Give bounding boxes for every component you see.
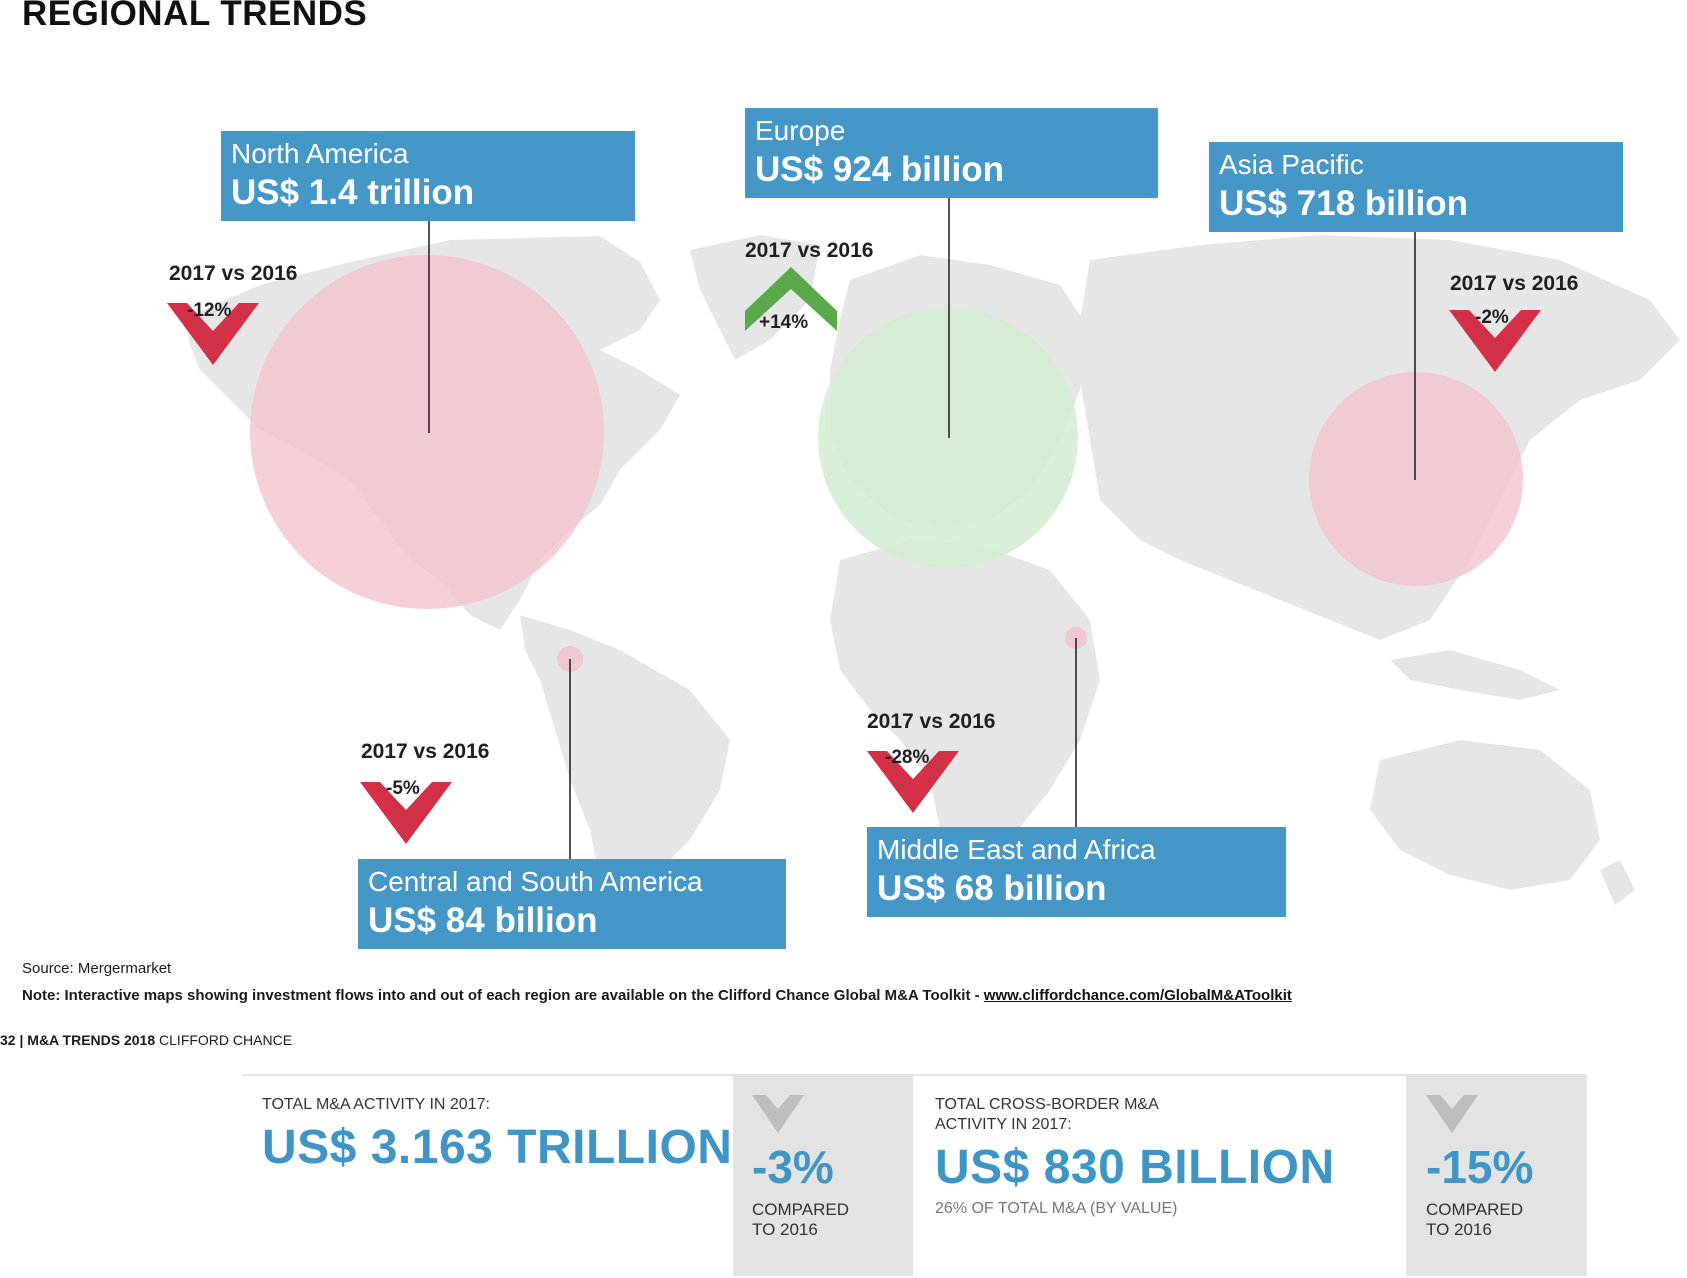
note-text: Note: Interactive maps showing investmen… xyxy=(22,987,1292,1004)
region-value: US$ 924 billion xyxy=(755,150,1004,189)
publication-name: M&A TRENDS 2018 xyxy=(27,1032,156,1048)
change-middle-east-africa: -28% xyxy=(885,747,930,768)
stats-band xyxy=(242,1074,1587,1278)
source-text: Source: Mergermarket xyxy=(22,960,172,977)
change-north-america: -12% xyxy=(187,300,232,321)
landmass-south-america xyxy=(520,615,730,905)
stat-change-total: -3% xyxy=(752,1141,834,1193)
change-central-south-america: -5% xyxy=(386,778,420,799)
chevron-down-icon xyxy=(360,782,452,844)
region-box-asia-pacific: Asia Pacific US$ 718 billion xyxy=(1209,142,1623,232)
compared-line: COMPARED xyxy=(752,1200,849,1219)
note-body: Note: Interactive maps showing investmen… xyxy=(22,987,984,1004)
region-name: North America xyxy=(231,138,409,169)
region-value: US$ 68 billion xyxy=(877,869,1107,908)
region-name: Central and South America xyxy=(368,866,703,897)
landmass-new-zealand xyxy=(1600,860,1635,905)
chevron-down-icon xyxy=(752,1095,804,1133)
compared-line: TO 2016 xyxy=(1426,1220,1492,1239)
stat-change-cross-border: -15% xyxy=(1426,1141,1534,1193)
region-box-middle-east-africa: Middle East and Africa US$ 68 billion xyxy=(867,827,1286,917)
comparison-label-central-south-america: 2017 vs 2016 xyxy=(361,740,490,763)
compared-line: COMPARED xyxy=(1426,1200,1523,1219)
toolkit-link[interactable]: www.cliffordchance.com/GlobalM&AToolkit xyxy=(983,987,1292,1004)
comparison-label-middle-east-africa: 2017 vs 2016 xyxy=(867,710,996,733)
stat-label-line: TOTAL CROSS-BORDER M&A xyxy=(935,1096,1159,1113)
stat-compared-total: COMPARED TO 2016 xyxy=(752,1200,849,1240)
region-name: Middle East and Africa xyxy=(877,834,1156,865)
landmass-greenland xyxy=(690,235,820,360)
region-name: Asia Pacific xyxy=(1219,149,1364,180)
chevron-down-icon xyxy=(167,303,259,365)
change-asia-pacific: -2% xyxy=(1475,307,1509,328)
compared-line: TO 2016 xyxy=(752,1220,818,1239)
landmass-indonesia xyxy=(1390,650,1560,700)
bubble-asia-pacific xyxy=(1309,372,1523,586)
bubble-europe xyxy=(818,308,1078,568)
region-value: US$ 1.4 trillion xyxy=(231,173,475,212)
chevron-up-icon xyxy=(745,267,837,331)
company-name: CLIFFORD CHANCE xyxy=(159,1032,293,1048)
stat-compared-cross-border: COMPARED TO 2016 xyxy=(1426,1200,1523,1240)
comparison-label-europe: 2017 vs 2016 xyxy=(745,239,874,262)
stat-value-cross-border: US$ 830 BILLION xyxy=(935,1141,1335,1194)
stat-label-line: ACTIVITY IN 2017: xyxy=(935,1116,1072,1133)
region-value: US$ 718 billion xyxy=(1219,184,1468,223)
comparison-label-asia-pacific: 2017 vs 2016 xyxy=(1450,272,1579,295)
landmass-australia xyxy=(1370,740,1600,890)
page-number: 32 xyxy=(0,1032,16,1048)
page-title: REGIONAL TRENDS xyxy=(22,0,368,33)
stat-value-total: US$ 3.163 TRILLION xyxy=(262,1121,733,1174)
comparison-label-north-america: 2017 vs 2016 xyxy=(169,262,298,285)
region-box-north-america: North America US$ 1.4 trillion xyxy=(221,131,635,221)
landmass-africa xyxy=(830,540,1100,860)
region-value: US$ 84 billion xyxy=(368,901,598,940)
page-footer: 32 | M&A TRENDS 2018 CLIFFORD CHANCE xyxy=(0,1032,292,1048)
stat-subtext-cross-border: 26% OF TOTAL M&A (BY VALUE) xyxy=(935,1200,1178,1217)
stat-label-total: TOTAL M&A ACTIVITY IN 2017: xyxy=(262,1096,490,1113)
world-map xyxy=(185,197,1680,905)
region-box-europe: Europe US$ 924 billion xyxy=(745,108,1158,198)
stat-label-cross-border: TOTAL CROSS-BORDER M&A ACTIVITY IN 2017: xyxy=(935,1095,1159,1135)
region-box-central-south-america: Central and South America US$ 84 billion xyxy=(358,859,786,949)
chevron-down-icon xyxy=(1426,1095,1478,1133)
chevron-down-icon xyxy=(1449,310,1541,372)
footer-separator: | xyxy=(19,1032,24,1048)
change-europe: +14% xyxy=(759,312,809,333)
region-name: Europe xyxy=(755,115,846,146)
bubble-north-america xyxy=(250,255,604,609)
chevron-down-icon xyxy=(867,751,959,813)
